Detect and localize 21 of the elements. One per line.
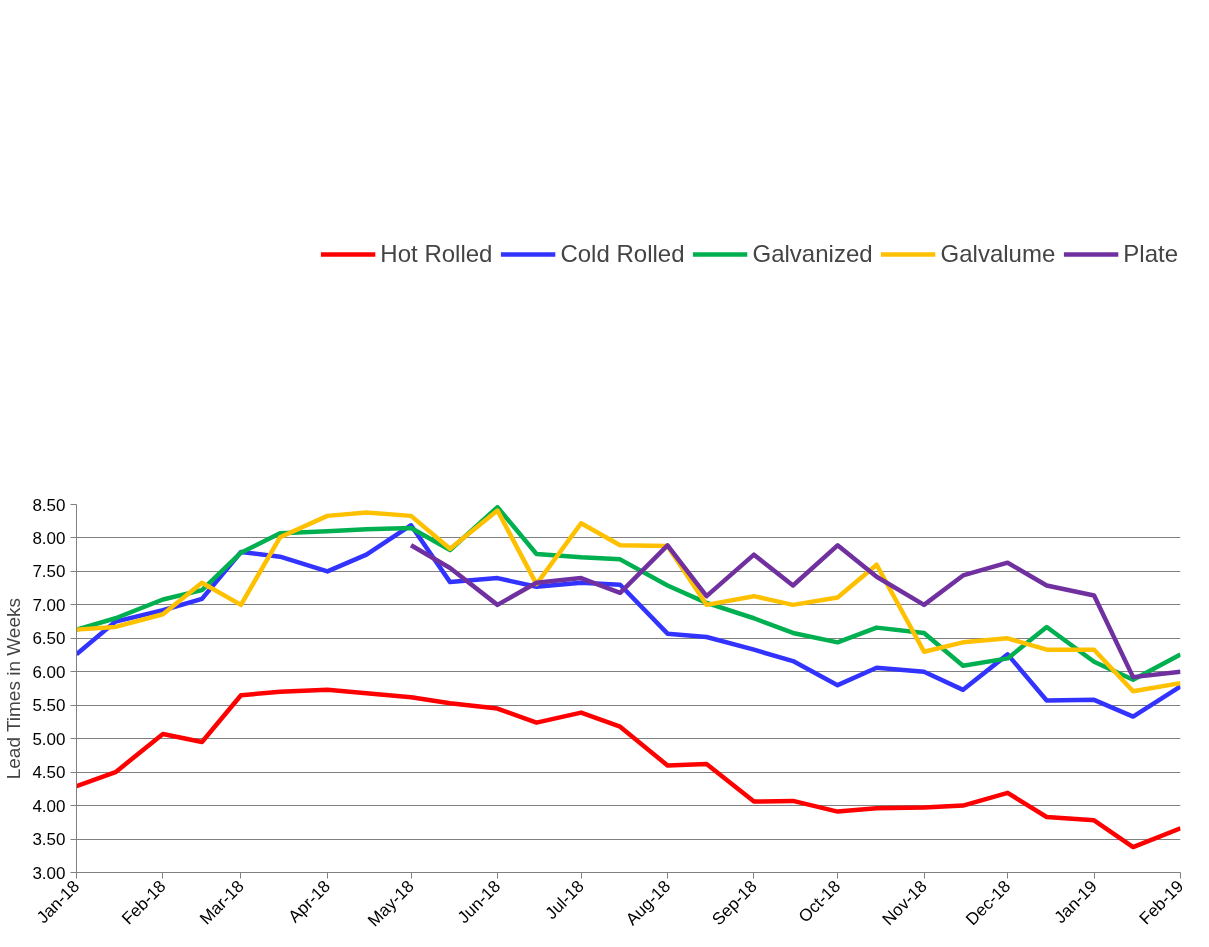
y-tick-label: 3.00 (32, 863, 66, 883)
legend-label: Cold Rolled (560, 240, 685, 268)
y-tick-label: 8.00 (32, 528, 66, 548)
y-tick-label: 6.00 (32, 662, 66, 682)
y-tick-label: 6.50 (32, 629, 66, 649)
y-tick-label: 7.50 (32, 562, 66, 582)
line-series (408, 543, 1181, 680)
y-tick-label: 3.50 (32, 830, 66, 850)
line-series (76, 522, 1181, 719)
legend-label: Galvalume (940, 240, 1056, 268)
y-tick-label: 5.50 (32, 696, 66, 716)
y-tick-label: 8.50 (32, 495, 66, 515)
y-axis-title: Lead Times in Weeks (3, 598, 25, 780)
y-tick-label: 4.50 (32, 763, 66, 783)
legend-label: Galvanized (752, 240, 873, 268)
legend-label: Plate (1123, 240, 1178, 268)
legend-label: Hot Rolled (380, 240, 493, 268)
y-tick-label: 4.00 (32, 796, 66, 816)
y-tick-label: 7.00 (32, 595, 66, 615)
line-series (76, 687, 1181, 850)
y-tick-label: 5.00 (32, 729, 66, 749)
